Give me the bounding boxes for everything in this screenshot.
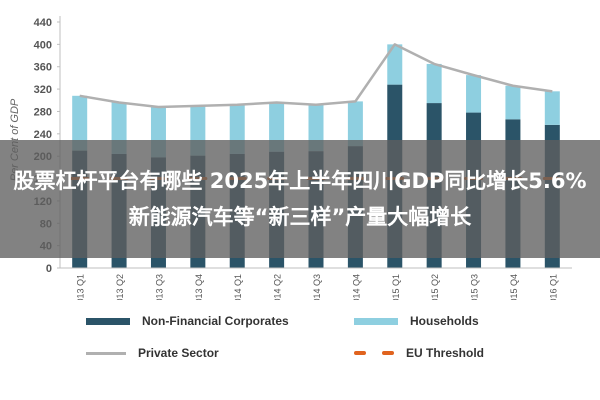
x-tick-label: 2014 Q4 [351,274,361,300]
x-tick-label: 2016 Q1 [548,274,558,300]
y-tick-label: 0 [46,263,52,275]
private-sector-line [79,43,553,109]
x-tick-label: 2014 Q2 [273,274,283,300]
x-tick-label: 2015 Q1 [391,274,401,300]
bar-households [269,102,285,152]
y-tick-label: 280 [34,106,52,118]
bar-households [505,85,521,120]
bar-households [387,44,403,85]
x-tick-label: 2014 Q3 [312,274,322,300]
bar-households [426,63,442,104]
x-tick-label: 2014 Q1 [233,274,243,300]
legend-swatch-eu [354,351,394,355]
legend-label-private: Private Sector [138,346,219,360]
x-axis: 2013 Q1 2013 Q2 2013 Q3 2013 Q4 2014 Q1 2014 … [60,267,572,300]
headline-text: 股票杠杆平台有哪些 2025年上半年四川GDP同比增长5.6% 新能源汽车等“新… [13,169,587,229]
legend-item-nonfin: Non-Financial Corporates [86,314,289,328]
x-tick-label: 2013 Q1 [76,274,86,300]
bar-households [308,104,324,152]
x-tick-label: 2015 Q2 [430,274,440,300]
legend-swatch-households [354,317,398,325]
x-tick-label: 2015 Q3 [470,274,480,300]
x-tick-label: 2015 Q4 [509,274,519,300]
x-tick-label: 2013 Q2 [115,274,125,300]
legend-item-households: Households [354,314,479,328]
legend-item-eu: EU Threshold [354,346,484,360]
y-tick-label: 440 [34,17,52,29]
x-tick-label: 2013 Q3 [154,274,164,300]
legend-swatch-nonfin [86,317,130,325]
y-tick-label: 240 [34,129,52,141]
bar-households [466,75,482,113]
y-tick-label: 400 [34,39,52,51]
bar-households [72,95,88,151]
legend-swatch-private [86,351,126,355]
y-tick-label: 360 [34,62,52,74]
legend-label-nonfin: Non-Financial Corporates [142,314,289,328]
x-tick-label: 2013 Q4 [194,274,204,300]
bar-households [544,91,560,125]
chart-legend: Non-Financial Corporates Households Priv… [0,304,600,374]
legend-label-eu: EU Threshold [406,346,485,360]
legend-item-private: Private Sector [86,346,219,360]
headline-overlay: 股票杠杆平台有哪些 2025年上半年四川GDP同比增长5.6% 新能源汽车等“新… [0,140,600,258]
legend-label-households: Households [410,314,479,328]
y-tick-label: 320 [34,84,52,96]
bar-households [347,101,363,147]
